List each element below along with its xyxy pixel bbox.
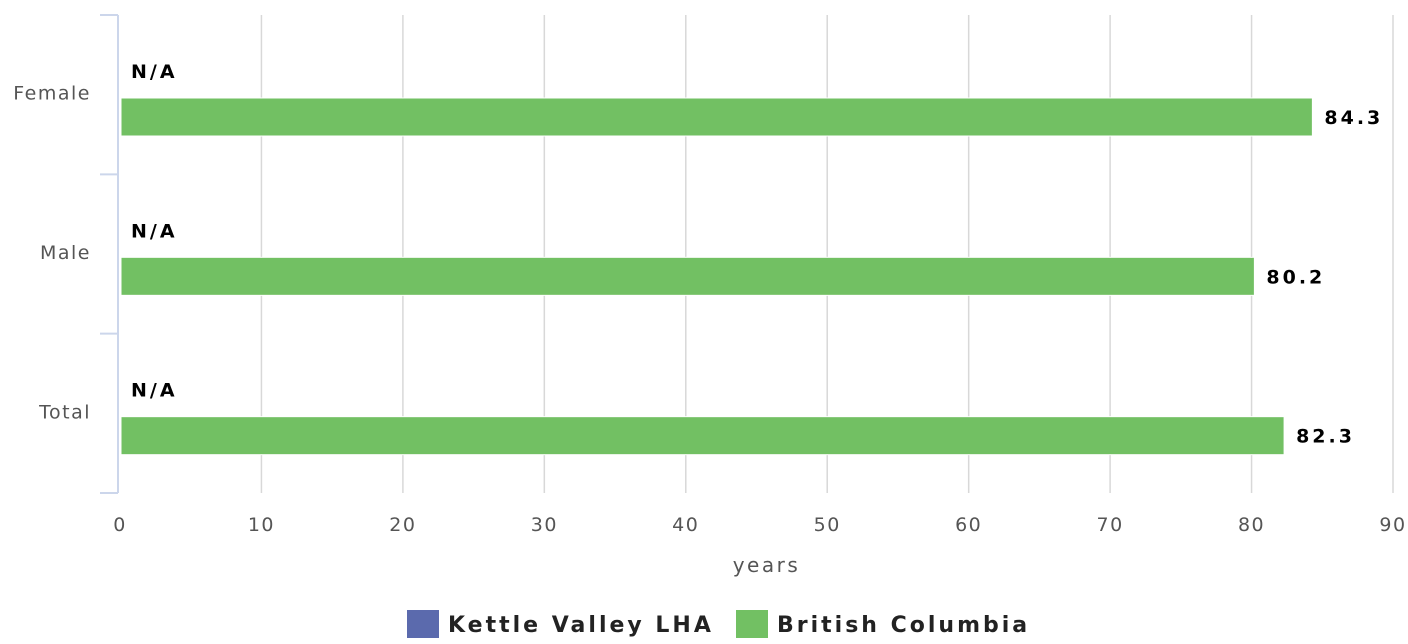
legend: Kettle Valley LHA British Columbia xyxy=(407,610,1030,638)
x-axis-title: years xyxy=(733,553,801,577)
legend-item-british-columbia[interactable]: British Columbia xyxy=(736,610,1030,638)
x-tick-label-60: 60 xyxy=(955,514,982,536)
legend-label: British Columbia xyxy=(777,613,1030,638)
y-tick-label-total: Total xyxy=(38,401,91,423)
bar-female-british-columbia xyxy=(120,97,1313,137)
data-label-female-0: N/A xyxy=(131,61,178,83)
data-label-male-0: N/A xyxy=(131,220,178,242)
legend-swatch xyxy=(407,610,439,638)
x-tick-label-70: 70 xyxy=(1097,514,1124,536)
grid-lines xyxy=(260,15,1394,493)
x-axis-ticks: 0 10 20 30 40 50 60 70 80 90 xyxy=(113,514,1406,536)
y-axis xyxy=(100,14,119,494)
data-label-total-1: 82.3 xyxy=(1296,426,1355,448)
legend-label: Kettle Valley LHA xyxy=(448,613,714,638)
legend-swatch xyxy=(736,610,768,638)
data-label-total-0: N/A xyxy=(131,380,178,402)
y-axis-ticks: Female Male Total xyxy=(13,83,91,424)
x-tick-label-10: 10 xyxy=(248,514,275,536)
bar-total-british-columbia xyxy=(120,416,1285,456)
x-tick-label-90: 90 xyxy=(1379,514,1406,536)
x-tick-label-80: 80 xyxy=(1238,514,1265,536)
legend-item-kettle-valley[interactable]: Kettle Valley LHA xyxy=(407,610,714,638)
x-tick-label-30: 30 xyxy=(531,514,558,536)
data-label-male-1: 80.2 xyxy=(1266,266,1325,288)
x-tick-label-0: 0 xyxy=(113,514,127,536)
y-tick-label-female: Female xyxy=(13,83,91,105)
y-tick-label-male: Male xyxy=(40,242,91,264)
x-tick-label-40: 40 xyxy=(672,514,699,536)
data-label-female-1: 84.3 xyxy=(1324,107,1383,129)
bar-male-british-columbia xyxy=(120,256,1255,296)
x-tick-label-20: 20 xyxy=(389,514,416,536)
bars xyxy=(120,97,1313,456)
data-labels: N/A 84.3 N/A 80.2 N/A 82.3 xyxy=(131,61,1383,448)
x-tick-label-50: 50 xyxy=(814,514,841,536)
